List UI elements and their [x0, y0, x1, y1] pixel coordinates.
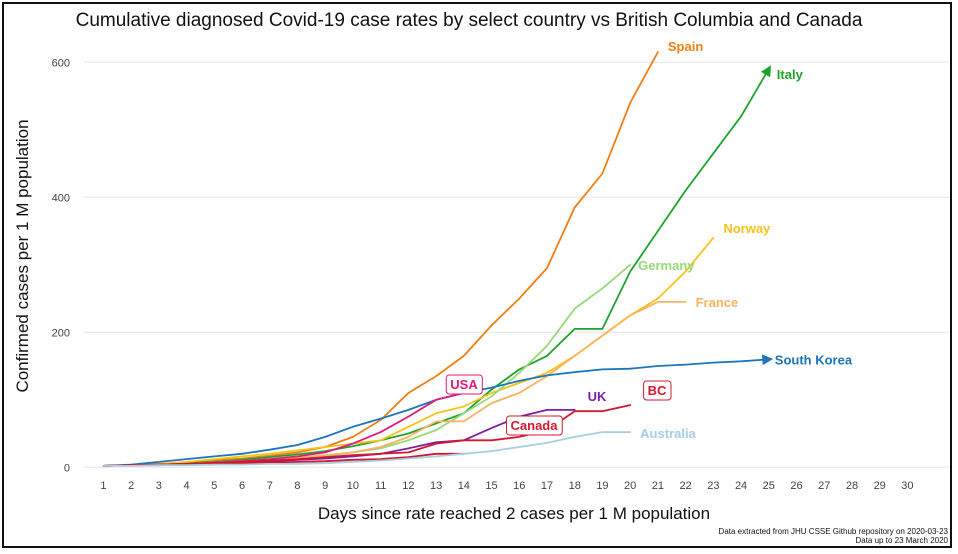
y-tick-label: 200 [52, 327, 70, 339]
x-tick-label: 13 [430, 480, 442, 492]
x-tick-label: 5 [211, 480, 217, 492]
y-tick-label: 400 [52, 192, 70, 204]
x-tick-label: 10 [347, 480, 359, 492]
chart-title: Cumulative diagnosed Covid-19 case rates… [76, 10, 863, 31]
series-line-spain [102, 51, 659, 467]
x-tick-label: 7 [267, 480, 273, 492]
x-axis-title: Days since rate reached 2 cases per 1 M … [318, 504, 710, 523]
x-tick-label: 20 [624, 480, 636, 492]
series-label-uk: UK [588, 389, 607, 404]
x-tick-label: 19 [596, 480, 608, 492]
x-tick-label: 17 [541, 480, 553, 492]
series-label-box-usa [445, 374, 483, 395]
series-label-text-france: France [696, 295, 739, 310]
x-tick-label: 23 [707, 480, 719, 492]
series-label-text-bc: BC [648, 383, 667, 398]
series-label-south-korea: South Korea [775, 352, 853, 367]
series-label-box-canada [506, 415, 563, 436]
series-labels: Spain Italy Norway Germany France South Korea… [445, 39, 853, 441]
series-line-australia [102, 431, 632, 467]
series-label-text-uk: UK [588, 389, 607, 404]
footnote-date: Data up to 23 March 2020 [855, 536, 948, 545]
x-tick-label: 22 [679, 480, 691, 492]
series-label-text-australia: Australia [640, 426, 696, 441]
series-label-text-south-korea: South Korea [775, 352, 853, 367]
x-tick-label: 25 [763, 480, 775, 492]
x-tick-label: 27 [818, 480, 830, 492]
x-tick-label: 24 [735, 480, 747, 492]
x-tick-label: 28 [846, 480, 858, 492]
series-label-usa: USA [445, 374, 483, 395]
x-tick-label: 1 [100, 480, 106, 492]
series-label-text-germany: Germany [638, 258, 695, 273]
series-label-italy: Italy [777, 67, 804, 82]
x-tick-label: 30 [901, 480, 913, 492]
x-tick-label: 3 [156, 480, 162, 492]
x-tick-label: 18 [569, 480, 581, 492]
x-tick-label: 21 [652, 480, 664, 492]
line-chart: Spain Italy Norway Germany France South Korea… [13, 10, 949, 545]
series-label-text-usa: USA [450, 377, 478, 392]
x-tick-label: 6 [239, 480, 245, 492]
chart-frame: Spain Italy Norway Germany France South Korea… [2, 2, 952, 548]
series-line-france [102, 300, 687, 467]
x-tick-label: 8 [294, 480, 300, 492]
series-label-text-spain: Spain [668, 39, 703, 54]
x-tick-label: 15 [485, 480, 497, 492]
series-label-box-bc [643, 380, 672, 401]
x-tick-label: 4 [184, 480, 190, 492]
x-tick-label: 14 [458, 480, 470, 492]
series-label-text-norway: Norway [723, 221, 771, 236]
series-label-australia: Australia [640, 426, 696, 441]
x-tick-label: 2 [128, 480, 134, 492]
footnote-source: Data extracted from JHU CSSE Github repo… [719, 527, 949, 536]
x-tick-label: 29 [874, 480, 886, 492]
x-tick-label: 16 [513, 480, 525, 492]
x-tick-label: 9 [322, 480, 328, 492]
series-label-norway: Norway [723, 221, 771, 236]
series-label-text-italy: Italy [777, 67, 804, 82]
x-tick-label: 11 [375, 480, 386, 492]
y-tick-label: 600 [52, 57, 70, 69]
y-tick-label: 0 [64, 462, 70, 474]
y-axis-title: Confirmed cases per 1 M population [13, 119, 32, 392]
grid-lines [84, 61, 949, 468]
x-tick-label: 26 [790, 480, 802, 492]
series-label-bc: BC [643, 380, 672, 401]
series-label-spain: Spain [668, 39, 703, 54]
series-label-canada: Canada [506, 415, 563, 436]
series-line-germany [102, 263, 632, 467]
series-label-text-canada: Canada [511, 418, 559, 433]
series-label-germany: Germany [638, 258, 695, 273]
series-label-france: France [696, 295, 739, 310]
x-tick-label: 12 [402, 480, 414, 492]
